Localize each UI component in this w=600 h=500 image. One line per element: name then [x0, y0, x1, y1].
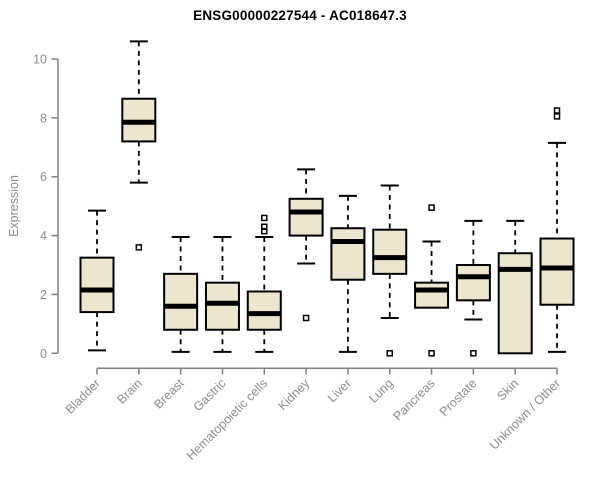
x-tick-label: Unknown / Other — [487, 376, 563, 452]
outlier-point — [261, 227, 268, 235]
y-axis-label: Expression — [7, 175, 21, 237]
box-gastric — [204, 281, 240, 331]
outlier-point — [302, 314, 310, 322]
x-tick-label: Bladder — [63, 376, 103, 416]
box-prostate — [455, 264, 491, 302]
box-unknown-other — [539, 237, 575, 306]
outlier-point — [386, 350, 393, 357]
outlier-point — [553, 107, 561, 114]
y-tick-label: 2 — [40, 288, 47, 302]
x-tick-label: Lung — [366, 376, 396, 406]
x-tick-label: Breast — [151, 376, 187, 412]
outlier-point — [428, 350, 435, 357]
x-tick-label: Gastric — [191, 376, 229, 414]
box-lung — [372, 228, 408, 275]
y-tick-label: 6 — [40, 170, 47, 184]
outlier-point — [135, 244, 143, 251]
y-tick-label: 0 — [40, 347, 47, 361]
y-tick-label: 8 — [40, 111, 47, 125]
box-kidney — [288, 197, 324, 237]
outlier-point — [470, 350, 477, 357]
x-tick-label: Kidney — [275, 376, 312, 413]
x-tick-label: Liver — [325, 376, 354, 405]
x-tick-label: Hematopoietic cells — [184, 376, 271, 463]
y-tick-label: 10 — [33, 53, 47, 67]
y-tick-label: 4 — [40, 229, 47, 243]
box-pancreas — [414, 281, 450, 309]
outlier-point — [261, 214, 268, 222]
outlier-point — [428, 204, 435, 211]
x-tick-label: Skin — [494, 376, 521, 403]
chart-title: ENSG00000227544 - AC018647.3 — [193, 8, 407, 23]
box-liver — [330, 227, 366, 281]
box-breast — [163, 272, 199, 331]
outlier-point — [553, 113, 561, 120]
x-tick-label: Prostate — [437, 376, 480, 419]
box-bladder — [79, 256, 115, 314]
box-hematopoietic-cells — [246, 290, 282, 331]
x-tick-label: Pancreas — [390, 376, 437, 423]
x-tick-label: Brain — [114, 376, 145, 407]
